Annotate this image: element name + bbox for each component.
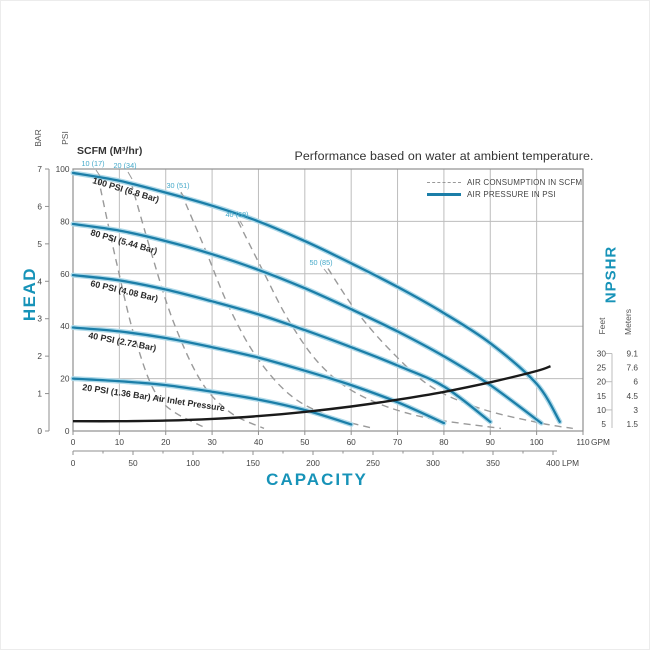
capacity-axis-label: CAPACITY [266, 470, 368, 489]
air-pressure-curves [70, 170, 563, 427]
legend-label-air-consumption: AIR CONSUMPTION IN SCFM [467, 177, 583, 187]
meters-axis-name: Meters [623, 309, 633, 335]
svg-text:0: 0 [65, 426, 70, 436]
npshr-axis-label: NPSHR [602, 245, 620, 304]
svg-text:5: 5 [601, 419, 606, 429]
svg-text:90: 90 [486, 437, 496, 447]
svg-text:20: 20 [161, 437, 171, 447]
svg-text:40: 40 [60, 321, 70, 331]
svg-text:60: 60 [60, 269, 70, 279]
bar-axis: 0 1 2 3 4 5 6 7 [37, 164, 50, 436]
legend-row-air-consumption: AIR CONSUMPTION IN SCFM [427, 176, 582, 188]
lpm-axis: 0 50 100 150 200 250 300 350 400 LPM [71, 450, 579, 468]
svg-text:20 (34): 20 (34) [113, 161, 136, 170]
svg-text:30: 30 [207, 437, 217, 447]
svg-text:350: 350 [486, 458, 500, 468]
svg-text:25: 25 [597, 363, 607, 373]
svg-text:GPM: GPM [591, 437, 610, 447]
svg-text:7.6: 7.6 [626, 363, 638, 373]
head-axis-label: HEAD [20, 266, 39, 322]
svg-text:110: 110 [576, 437, 590, 447]
svg-text:20: 20 [597, 377, 607, 387]
svg-text:5: 5 [37, 239, 42, 249]
dashed-line-sample-icon [427, 181, 461, 183]
svg-text:4: 4 [37, 276, 42, 286]
psi-axis-name: PSI [60, 131, 70, 145]
svg-text:150: 150 [246, 458, 260, 468]
svg-text:30 (51): 30 (51) [166, 181, 189, 190]
svg-text:1: 1 [37, 389, 42, 399]
legend-row-air-pressure: AIR PRESSURE IN PSI [427, 188, 582, 200]
svg-text:10: 10 [115, 437, 125, 447]
svg-text:50 (85): 50 (85) [309, 258, 332, 267]
scfm-curve-labels: 10 (17) 20 (34) 30 (51) 40 (68) 50 (85) [81, 159, 333, 275]
psi-axis: 0 20 40 60 80 100 [56, 164, 70, 436]
svg-text:4.5: 4.5 [626, 391, 638, 401]
svg-text:70: 70 [393, 437, 403, 447]
svg-text:1.5: 1.5 [626, 419, 638, 429]
svg-text:6: 6 [37, 201, 42, 211]
svg-text:80: 80 [60, 216, 70, 226]
chart-title: Performance based on water at ambient te… [294, 149, 594, 163]
svg-text:200: 200 [306, 458, 320, 468]
svg-text:7: 7 [37, 164, 42, 174]
svg-text:2: 2 [37, 351, 42, 361]
svg-text:LPM: LPM [562, 458, 579, 468]
svg-text:100: 100 [530, 437, 544, 447]
svg-text:10: 10 [597, 405, 607, 415]
svg-text:50: 50 [300, 437, 310, 447]
npshr-curve [72, 365, 551, 423]
svg-text:40 (68): 40 (68) [225, 210, 248, 219]
svg-text:100: 100 [56, 164, 70, 174]
npshr-scale: 30 9.1 25 7.6 20 6 15 4.5 10 3 5 1.5 [597, 349, 639, 430]
legend-label-air-pressure: AIR PRESSURE IN PSI [467, 189, 556, 199]
scfm-axis-header: SCFM (M³/hr) [77, 145, 143, 157]
svg-text:10 (17): 10 (17) [81, 159, 104, 168]
svg-text:300: 300 [426, 458, 440, 468]
plot-border [72, 168, 584, 432]
bar-axis-name: BAR [33, 129, 43, 147]
svg-text:3: 3 [633, 405, 638, 415]
svg-text:0: 0 [37, 426, 42, 436]
svg-text:50: 50 [128, 458, 138, 468]
svg-text:400: 400 [546, 458, 560, 468]
svg-text:15: 15 [597, 391, 607, 401]
svg-text:20: 20 [60, 374, 70, 384]
pressure-curve-labels: 100 PSI (6.8 Bar)80 PSI (5.44 Bar)60 PSI… [82, 175, 226, 413]
svg-text:250: 250 [366, 458, 380, 468]
chart-legend: AIR CONSUMPTION IN SCFM AIR PRESSURE IN … [427, 176, 582, 200]
solid-line-sample-icon [427, 192, 461, 196]
svg-text:9.1: 9.1 [626, 349, 638, 359]
svg-text:80: 80 [439, 437, 449, 447]
svg-text:40: 40 [254, 437, 264, 447]
svg-text:100: 100 [186, 458, 200, 468]
gpm-axis: 0 10 20 30 40 50 60 70 80 90 100 110 GPM [71, 431, 610, 447]
svg-text:0: 0 [71, 437, 76, 447]
svg-text:6: 6 [633, 377, 638, 387]
svg-text:60: 60 [347, 437, 357, 447]
svg-text:0: 0 [71, 458, 76, 468]
feet-axis-name: Feet [597, 317, 607, 335]
svg-text:3: 3 [37, 314, 42, 324]
svg-text:30: 30 [597, 349, 607, 359]
